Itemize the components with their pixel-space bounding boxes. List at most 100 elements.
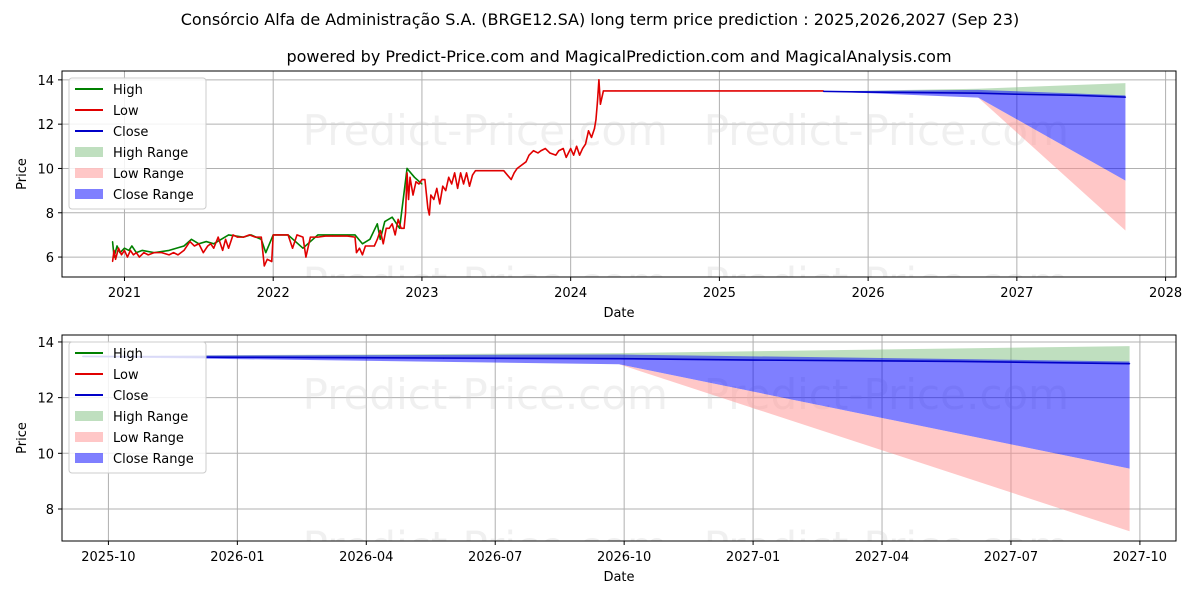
high-point <box>361 243 364 245</box>
low-point <box>291 247 294 249</box>
low-point <box>354 236 356 238</box>
high-point <box>141 249 143 252</box>
low-point <box>138 256 140 258</box>
close-range-band <box>823 89 1126 181</box>
legend-label: Close <box>113 389 148 404</box>
low-point <box>129 249 132 252</box>
x-tick-label: 2026-07 <box>468 550 522 565</box>
low-point <box>222 249 224 252</box>
low-point <box>120 254 123 256</box>
watermark-text: Predict-Price.com <box>303 106 668 155</box>
low-point <box>451 183 453 185</box>
low-point <box>436 187 438 189</box>
low-point <box>379 229 381 232</box>
legend-label: Close Range <box>113 452 194 467</box>
axes-frame <box>61 334 1177 542</box>
low-point <box>412 194 414 196</box>
y-tick-label: 14 <box>37 74 54 89</box>
low-point <box>430 194 432 196</box>
high-point <box>413 176 416 178</box>
legend-label: Close Range <box>113 188 194 203</box>
plot-area <box>82 346 1131 532</box>
high-point <box>332 234 334 236</box>
low-point <box>355 252 358 254</box>
low-point <box>457 187 459 189</box>
high-point <box>168 249 170 252</box>
low-point <box>302 236 304 238</box>
close-point <box>443 357 445 359</box>
close-range-band <box>82 354 1130 469</box>
low-point <box>421 178 423 181</box>
legend-label: Low Range <box>113 167 184 182</box>
legend-label: Low <box>113 368 139 383</box>
low-point <box>305 256 307 258</box>
low-point <box>460 172 462 174</box>
low-point <box>718 90 720 92</box>
low-point <box>528 154 530 156</box>
close-point <box>1128 363 1131 365</box>
low-point <box>309 236 311 238</box>
x-tick-label: 2028 <box>1149 286 1182 301</box>
low-point <box>598 79 600 81</box>
low-point <box>168 254 170 256</box>
low-point <box>207 245 209 247</box>
low-point <box>272 234 274 236</box>
low-point <box>339 235 341 237</box>
watermark-text: Predict-Price.com <box>704 523 1069 572</box>
low-point <box>428 214 430 216</box>
watermark-text: Predict-Price.com <box>303 370 668 419</box>
low-point <box>439 203 441 205</box>
low-point <box>114 258 117 260</box>
low-point <box>587 130 590 132</box>
close-point <box>752 359 754 361</box>
low-point <box>525 161 527 163</box>
low-point <box>578 154 581 156</box>
low-point <box>232 234 234 236</box>
low-point <box>793 90 795 92</box>
high-point <box>369 238 371 240</box>
close-point <box>1075 94 1077 96</box>
watermark-text: Predict-Price.com <box>303 259 668 308</box>
low-point <box>388 227 390 229</box>
high-point <box>384 221 386 223</box>
low-point <box>540 150 542 152</box>
low-point <box>480 170 483 172</box>
low-point <box>189 240 191 243</box>
low-point <box>126 256 129 258</box>
legend-patch-swatch <box>75 168 103 178</box>
low-point <box>602 90 604 92</box>
y-tick-label: 8 <box>46 207 54 222</box>
x-tick-label: 2026-10 <box>597 550 651 565</box>
x-tick-label: 2026-01 <box>210 550 264 565</box>
low-point <box>763 90 765 92</box>
low-point <box>488 170 490 172</box>
close-point <box>236 356 238 358</box>
low-point <box>562 147 564 150</box>
low-point <box>172 252 175 254</box>
high-point <box>376 223 378 225</box>
y-axis-label: Price <box>15 422 30 454</box>
low-point <box>260 236 262 238</box>
low-point <box>287 234 289 236</box>
low-point <box>576 145 578 147</box>
high-point <box>265 252 267 254</box>
low-range-band <box>978 97 1126 231</box>
high-point <box>131 245 133 247</box>
low-point <box>198 243 200 245</box>
y-tick-label: 14 <box>37 336 54 351</box>
low-point <box>584 143 587 145</box>
low-point <box>570 147 572 150</box>
legend-patch-swatch <box>75 411 103 421</box>
low-point <box>549 152 551 154</box>
high-point <box>213 243 215 245</box>
low-point <box>462 183 465 185</box>
high-point <box>354 234 356 236</box>
x-tick-label: 2027-10 <box>1113 550 1167 565</box>
low-point <box>280 234 282 236</box>
low-point <box>614 90 616 92</box>
low-point <box>397 218 399 221</box>
low-point <box>183 249 185 252</box>
watermark-text: Predict-Price.com <box>303 523 668 572</box>
legend-label: Low Range <box>113 431 184 446</box>
